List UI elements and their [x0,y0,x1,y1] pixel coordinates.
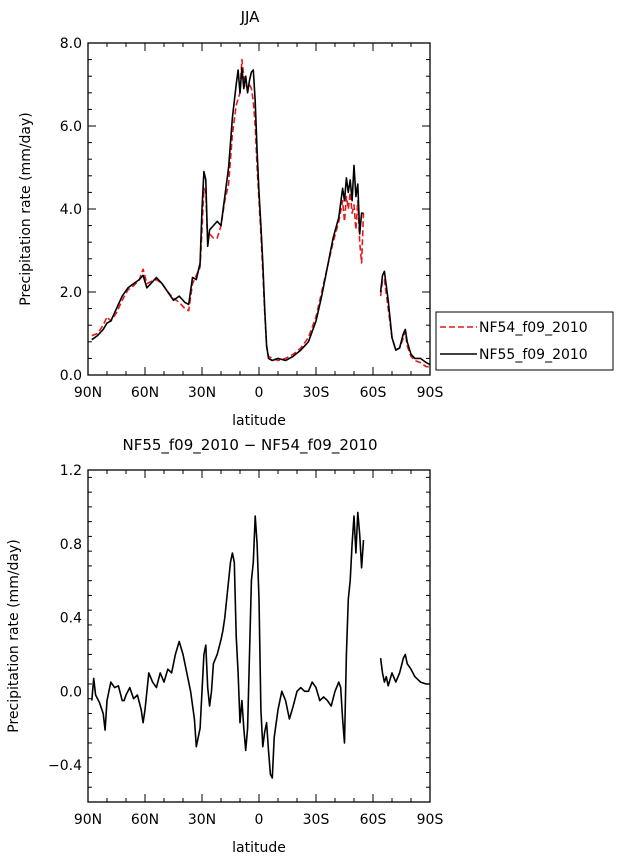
bottom-x-ticks: 90N 60N 30N 0 30S 60S 90S [74,470,444,828]
y-tick-label: 8.0 [60,36,82,52]
y-tick-label: −0.4 [48,758,82,774]
top-x-ticks: 90N 60N 30N 0 30S 60S 90S [74,43,444,401]
y-tick-label: 2.0 [60,285,82,301]
x-tick-label: 60S [360,385,387,401]
bottom-y-axis-label: Precipitation rate (mm/day) [6,539,22,733]
x-tick-label: 30S [303,812,330,828]
series-line-0 [379,278,430,368]
x-tick-label: 60N [131,812,159,828]
series-line-1 [379,270,431,366]
x-tick-label: 60S [360,812,387,828]
bottom-series-lines [91,511,430,779]
top-x-axis-label: latitude [232,413,286,429]
legend-box [435,311,614,371]
x-tick-label: 30N [188,812,216,828]
y-tick-label: 0.4 [60,611,82,627]
top-series-lines [91,58,431,368]
y-tick-label: 4.0 [60,202,82,218]
x-tick-label: 30S [303,385,330,401]
series-line-0 [91,58,365,362]
x-tick-label: 90N [74,812,102,828]
bottom-x-axis-label: latitude [232,840,286,856]
legend-label-nf55: NF55_f09_2010 [479,347,588,363]
y-tick-label: 0.8 [60,537,82,553]
x-tick-label: 90N [74,385,102,401]
x-tick-label: 30N [188,385,216,401]
y-tick-label: 0.0 [60,684,82,700]
legend-item-nf54: NF54_f09_2010 [440,320,588,336]
top-y-ticks: 0.0 2.0 4.0 6.0 8.0 [60,36,430,384]
bottom-y-ticks: −0.4 0.0 0.4 0.8 1.2 [48,463,430,803]
x-tick-label: 0 [255,385,264,401]
legend: NF54_f09_2010 NF55_f09_2010 [435,311,614,371]
legend-item-nf55: NF55_f09_2010 [440,347,588,363]
y-tick-label: 6.0 [60,119,82,135]
bottom-chart-title: NF55_f09_2010 − NF54_f09_2010 [122,436,377,455]
x-tick-label: 60N [131,385,159,401]
series-line-0 [91,511,365,779]
top-y-axis-label: Precipitation rate (mm/day) [18,112,34,306]
y-tick-label: 1.2 [60,463,82,479]
x-tick-label: 0 [255,812,264,828]
legend-label-nf54: NF54_f09_2010 [479,320,588,336]
x-tick-label: 90S [417,385,444,401]
bottom-panel: NF55_f09_2010 − NF54_f09_2010 −0.4 0.0 0.4… [6,436,443,856]
series-line-0 [379,653,430,687]
top-chart-title: JJA [240,8,261,26]
series-line-1 [91,67,364,362]
top-plot-frame [87,42,431,376]
top-panel: JJA 0.02.04.06.08.0 90N 60N 30N 0 30S 60S 90S … [18,8,443,429]
x-tick-label: 90S [417,812,444,828]
y-tick-label: 0.0 [60,368,82,384]
